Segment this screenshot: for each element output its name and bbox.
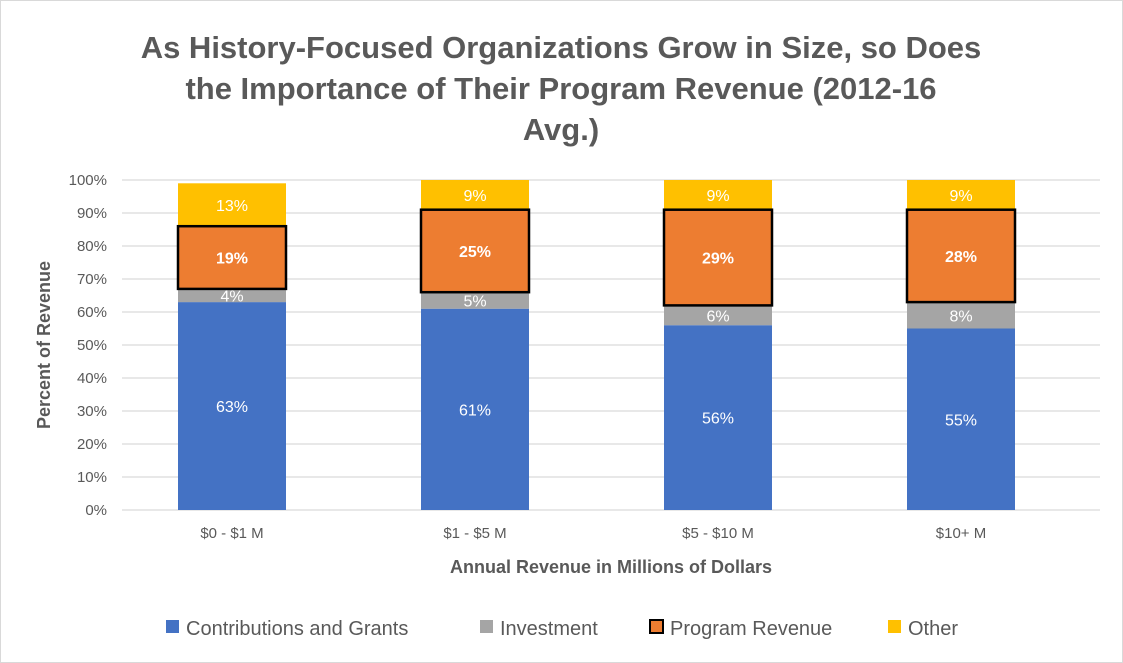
legend-label: Contributions and Grants bbox=[186, 618, 408, 640]
bar-segment-contributions-and-grants bbox=[421, 308, 529, 510]
data-label: 61% bbox=[459, 402, 491, 419]
x-tick-label: $10+ M bbox=[936, 525, 986, 542]
y-tick-label: 10% bbox=[77, 469, 107, 486]
legend-item: Investment bbox=[480, 618, 598, 640]
x-tick-label: $5 - $10 M bbox=[682, 525, 754, 542]
y-tick-label: 80% bbox=[77, 238, 107, 255]
bar-segment-investment bbox=[421, 292, 529, 309]
bar-outline bbox=[419, 208, 531, 294]
data-label: 9% bbox=[463, 188, 486, 205]
bar-segment-investment bbox=[178, 288, 286, 303]
legend-label: Other bbox=[908, 618, 958, 640]
chart-title-line-2: the Importance of Their Program Revenue … bbox=[185, 71, 936, 106]
y-tick-label: 60% bbox=[77, 304, 107, 321]
chart-title-line-1: As History-Focused Organizations Grow in… bbox=[141, 30, 982, 65]
data-label: 5% bbox=[463, 293, 486, 310]
bar-segment-other bbox=[907, 180, 1015, 210]
legend-item: Contributions and Grants bbox=[166, 618, 408, 640]
bar-outline bbox=[662, 208, 774, 307]
y-axis-ticks: 0% 10% 20% 30% 40% 50% 60% 70% 80% 90% 100% bbox=[69, 172, 107, 519]
bar-segment-other bbox=[178, 183, 286, 227]
y-axis-title: Percent of Revenue bbox=[34, 261, 54, 429]
chart-title: As History-Focused Organizations Grow in… bbox=[141, 30, 982, 147]
y-tick-label: 70% bbox=[77, 271, 107, 288]
bar-outline bbox=[905, 208, 1017, 304]
y-tick-label: 30% bbox=[77, 403, 107, 420]
y-tick-label: 20% bbox=[77, 436, 107, 453]
y-tick-label: 50% bbox=[77, 337, 107, 354]
data-label: 13% bbox=[216, 198, 248, 215]
y-tick-label: 40% bbox=[77, 370, 107, 387]
legend-item: Other bbox=[888, 618, 958, 640]
x-axis-title: Annual Revenue in Millions of Dollars bbox=[450, 557, 772, 577]
data-label: 56% bbox=[702, 411, 734, 428]
data-label: 55% bbox=[945, 412, 977, 429]
bar-segment-contributions-and-grants bbox=[907, 328, 1015, 510]
data-label: 4% bbox=[220, 289, 243, 306]
bar-segment-investment bbox=[664, 305, 772, 326]
chart-title-line-3: Avg.) bbox=[523, 112, 599, 147]
data-label: 28% bbox=[945, 249, 977, 266]
data-label: 25% bbox=[459, 244, 491, 261]
bar-segment-program-revenue bbox=[178, 226, 286, 289]
x-tick-label: $0 - $1 M bbox=[200, 525, 263, 542]
bar-segment-program-revenue bbox=[907, 209, 1015, 303]
data-label: 9% bbox=[706, 188, 729, 205]
bar-segment-other bbox=[664, 180, 772, 210]
bar-segment-investment bbox=[907, 302, 1015, 329]
data-label: 9% bbox=[949, 188, 972, 205]
y-tick-label: 0% bbox=[85, 502, 107, 519]
data-label: 63% bbox=[216, 399, 248, 416]
x-tick-label: $1 - $5 M bbox=[443, 525, 506, 542]
legend-swatch bbox=[649, 619, 664, 634]
bar-segment-other bbox=[421, 180, 529, 210]
data-label: 19% bbox=[216, 251, 248, 268]
legend: Contributions and Grants Investment Progra… bbox=[166, 618, 958, 640]
legend-swatch bbox=[888, 620, 901, 633]
data-label: 6% bbox=[706, 308, 729, 325]
legend-swatch bbox=[480, 620, 493, 633]
bar-segment-program-revenue bbox=[421, 209, 529, 293]
y-tick-label: 100% bbox=[69, 172, 107, 189]
legend-label: Program Revenue bbox=[670, 618, 832, 640]
data-labels: 63% 4% 19% 13% 61% 5% 25% 9% 56% 6% 29% 9% 55% 8% 28% 9… bbox=[216, 188, 977, 429]
legend-item: Program Revenue bbox=[649, 618, 832, 640]
legend-label: Investment bbox=[500, 618, 598, 640]
data-label: 8% bbox=[949, 308, 972, 325]
bar-outline bbox=[176, 224, 288, 291]
y-tick-label: 90% bbox=[77, 205, 107, 222]
data-label: 29% bbox=[702, 251, 734, 268]
bars bbox=[176, 180, 1017, 510]
bar-segment-contributions-and-grants bbox=[664, 325, 772, 510]
bar-segment-contributions-and-grants bbox=[178, 302, 286, 510]
legend-swatch bbox=[166, 620, 179, 633]
x-axis-ticks: $0 - $1 M $1 - $5 M $5 - $10 M $10+ M bbox=[200, 525, 986, 542]
bar-segment-program-revenue bbox=[664, 209, 772, 306]
